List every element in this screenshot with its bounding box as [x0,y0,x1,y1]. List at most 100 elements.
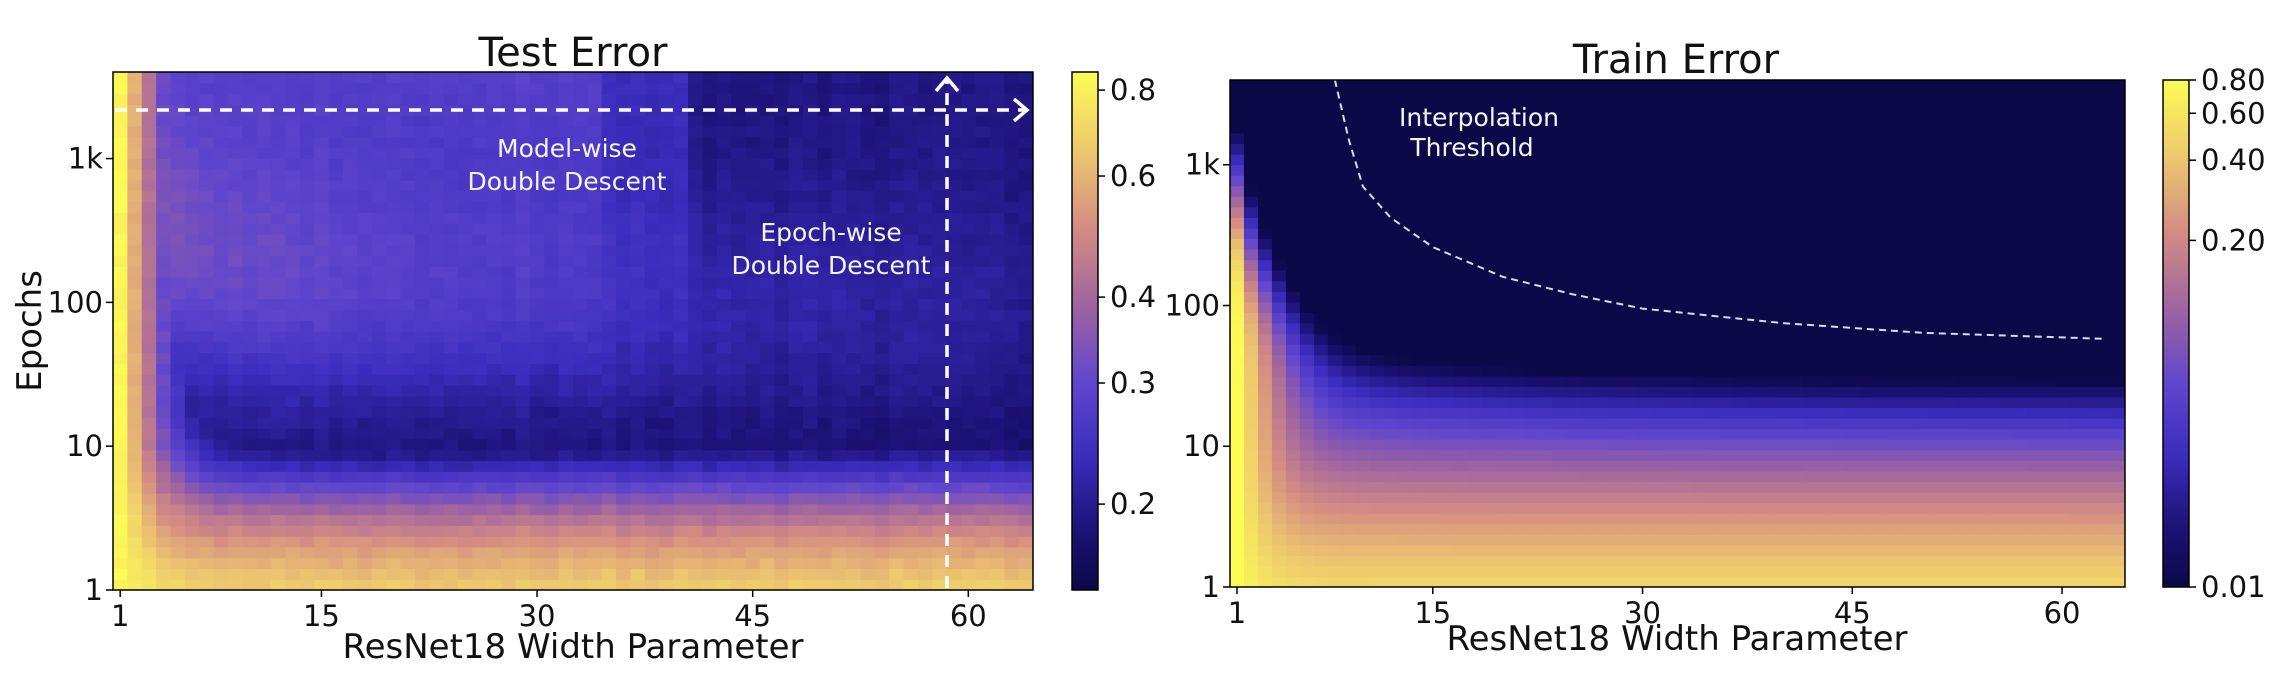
heatmap-cell [1607,270,1623,282]
heatmap-cell [170,341,186,354]
heatmap-cell [688,233,703,246]
heatmap-cell [989,201,1005,213]
heatmap-cell [256,449,272,462]
heatmap-cell [731,363,747,375]
heatmap-cell [659,244,675,257]
heatmap-cell [1481,111,1497,123]
heatmap-cell [831,320,847,332]
heatmap-cell [414,169,430,181]
heatmap-cell [1327,322,1343,335]
heatmap-cell [616,115,632,127]
heatmap-cell [1341,80,1357,92]
heatmap-cell [688,395,703,408]
heatmap-cell [803,125,818,138]
heatmap-cell [299,255,315,267]
heatmap-cell [1341,238,1357,250]
heatmap-cell [1369,491,1385,504]
heatmap-cell [1453,407,1469,419]
heatmap-cell [1635,333,1651,345]
heatmap-cell [702,277,718,289]
heatmap-cell [1271,291,1287,303]
heatmap-cell [716,395,732,408]
heatmap-cell [184,503,200,516]
heatmap-cell [731,568,747,580]
heatmap-cell [256,169,272,181]
heatmap-cell [731,460,747,472]
heatmap-cell [1761,301,1776,313]
heatmap-cell [1271,470,1287,482]
heatmap-cell [1439,196,1455,208]
heatmap-cell [659,320,675,332]
heatmap-cell [127,244,143,257]
heatmap-cell [860,212,876,224]
heatmap-cell [1607,175,1623,187]
heatmap-cell [989,492,1005,505]
heatmap-cell [113,374,128,386]
heatmap-cell [659,352,675,364]
heatmap-cell [228,277,243,289]
heatmap-cell [371,255,387,267]
heatmap-cell [386,514,402,526]
heatmap-cell [644,546,660,559]
heatmap-cell [644,82,660,95]
heatmap-cell [486,320,502,332]
heatmap-cell [1691,544,1707,556]
heatmap-cell [199,147,215,159]
heatmap-cell [1425,449,1441,461]
heatmap-cell [458,536,473,548]
heatmap-cell [314,147,330,159]
heatmap-cell [1285,322,1301,335]
heatmap-cell [213,395,229,408]
heatmap-cell [343,341,358,354]
heatmap-cell [458,482,473,494]
heatmap-cell [1453,196,1469,208]
heatmap-cell [1411,227,1427,240]
heatmap-cell [1649,576,1665,587]
heatmap-cell [975,557,991,570]
heatmap-cell [141,201,157,213]
heatmap-cell [918,546,933,559]
heatmap-cell [1495,428,1511,440]
heatmap-cell [127,277,143,289]
heatmap-cell [759,428,775,440]
heatmap-cell [946,406,962,418]
heatmap-cell [644,212,660,224]
heatmap-cell [1635,502,1651,514]
heatmap-cell [860,169,876,181]
heatmap-cell [1775,565,1790,578]
heatmap-cell [1551,396,1567,409]
heatmap-cell [170,525,186,537]
heatmap-cell [1579,111,1595,123]
heatmap-cell [831,417,847,429]
heatmap-cell [601,363,617,375]
heatmap-cell [1705,301,1721,313]
heatmap-cell [1341,418,1357,430]
heatmap-cell [1355,333,1371,345]
heatmap-cell [443,546,459,559]
heatmap-cell [141,514,157,526]
heatmap-cell [1004,212,1020,224]
heatmap-cell [860,503,876,516]
heatmap-cell [371,136,387,149]
heatmap-cell [141,482,157,494]
heatmap-cell [1369,333,1385,345]
heatmap-cell [716,428,732,440]
heatmap-cell [515,568,531,580]
heatmap-cell [242,374,258,386]
heatmap-cell [659,233,675,246]
heatmap-cell [601,406,617,418]
heatmap-cell [472,492,488,505]
heatmap-cell [903,428,919,440]
heatmap-cell [961,115,977,127]
heatmap-cell [932,417,948,429]
heatmap-cell [515,179,531,192]
heatmap-cell [199,395,215,408]
heatmap-cell [1425,312,1441,324]
heatmap-cell [1355,280,1371,292]
heatmap-cell [529,536,545,548]
heatmap-cell [1481,143,1497,155]
heatmap-cell [515,244,531,257]
heatmap-cell [673,320,689,332]
heatmap-cell [1271,206,1287,218]
heatmap-cell [256,363,272,375]
